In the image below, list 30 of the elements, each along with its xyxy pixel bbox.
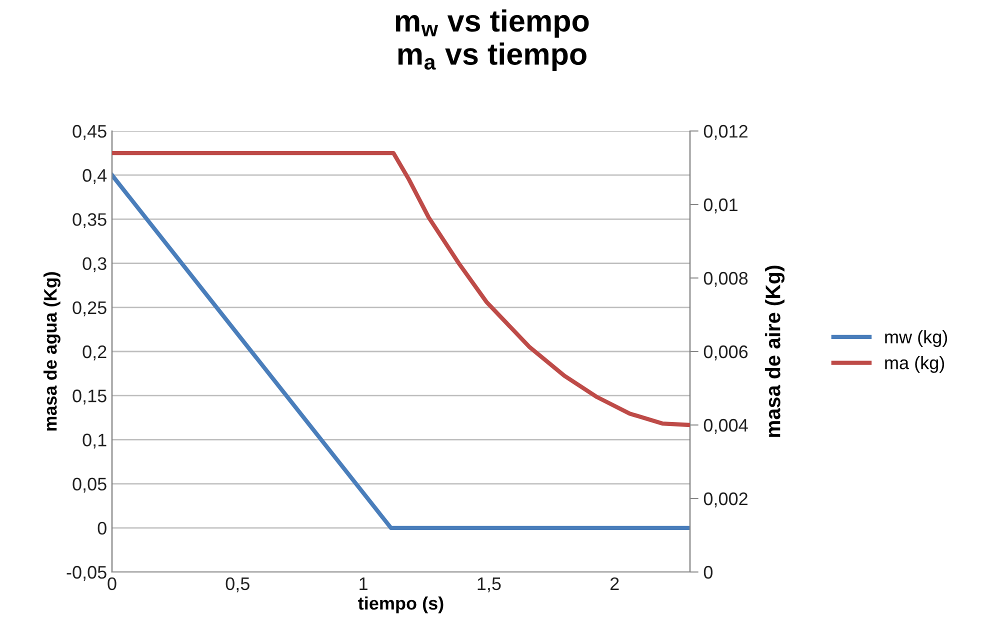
y-tick-label: 0,3 [82, 257, 106, 272]
y-tick-label: 0,1 [82, 434, 106, 449]
y2-axis-title: masa de aire (Kg) [765, 266, 785, 437]
y2-tick-label: 0,006 [704, 345, 748, 360]
y-tick-label: 0,2 [82, 345, 106, 360]
y-tick-label: 0,4 [82, 169, 107, 184]
y-tick-label: 0 [98, 522, 106, 535]
y-axis-title: masa de agua (Kg) [44, 272, 60, 431]
y-tick-label: 0,35 [72, 213, 106, 228]
chart-title: m$_{w}$ vs tiempo m$_{a}$ vs tiempo [396, 9, 589, 71]
line-series [112, 150, 690, 428]
y2-tick-label: 0,008 [704, 272, 748, 287]
x-tick-label: 0 [108, 577, 116, 590]
y2-tick-label: 0,004 [704, 418, 748, 434]
y-tick-label: 0,25 [72, 301, 106, 316]
y-tick-label: 0,45 [72, 124, 106, 140]
y2-tick-label: 0,012 [704, 124, 748, 140]
x-tick-label: 1 [360, 578, 368, 590]
y-tick-label: -0,05 [66, 566, 106, 581]
x-tick-label: 1,5 [478, 578, 501, 592]
y-tick-label: 0,15 [72, 390, 106, 404]
y2-tick-label: 0,002 [704, 492, 748, 508]
y2-tick-label: 0,01 [704, 198, 738, 214]
y-tick-label: 0,05 [72, 478, 106, 493]
legend-label: ma (kg) [885, 356, 944, 373]
x-tick-label: 0,5 [226, 577, 250, 592]
x-axis-title: tiempo (s) [358, 596, 444, 614]
legend-label: mw (kg) [885, 330, 948, 347]
x-tick-label: 2 [610, 577, 619, 590]
y2-tick-label: 0 [704, 566, 713, 579]
